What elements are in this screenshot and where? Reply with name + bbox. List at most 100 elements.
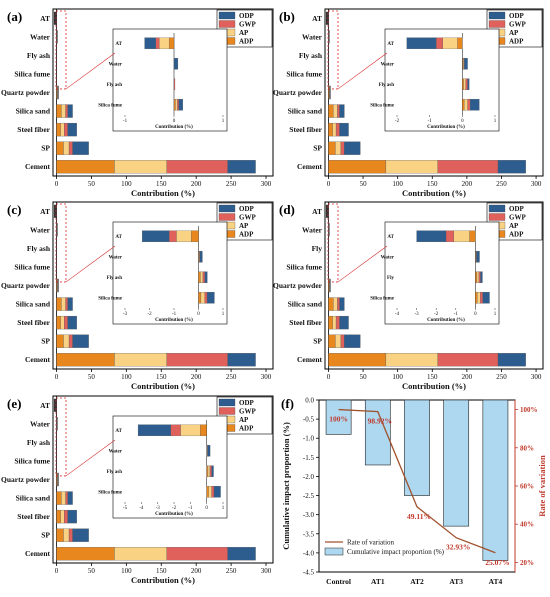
inset-bar-gwp bbox=[155, 37, 160, 50]
x-tick-label: 150 bbox=[427, 180, 438, 188]
inset-x-title: Contribution (%) bbox=[427, 318, 465, 323]
inset-category-label: Silica fume bbox=[98, 490, 123, 495]
legend-label-odp: ODP bbox=[239, 399, 255, 407]
inset-tick-label: -4 bbox=[139, 506, 144, 511]
panel-3-group: AT Water Fly Silica fume Quartz powder Silica… bbox=[273, 201, 544, 391]
x-tick-label: 150 bbox=[156, 567, 167, 575]
panel-f-group: 100% 98.92% 49.11% 32.93% 25.07% 0.0 -0.5 -1.0 -… bbox=[281, 396, 547, 586]
bar-ap-6 bbox=[60, 315, 65, 330]
y2-tick-label: 20% bbox=[520, 559, 534, 567]
bar-at-negative bbox=[53, 398, 57, 412]
bar-odp-5 bbox=[67, 104, 73, 118]
x-tick-label: 50 bbox=[360, 373, 368, 381]
x-tick-label: 150 bbox=[156, 180, 167, 188]
inset-bar-ap bbox=[180, 424, 201, 437]
inset-tick-label: 1 bbox=[222, 506, 225, 511]
inset-tick-label: -3 bbox=[415, 312, 420, 317]
legend-label-adp: ADP bbox=[239, 425, 254, 433]
y2-axis-title: Rate of variation bbox=[537, 455, 547, 517]
bar-odp-6 bbox=[339, 315, 349, 330]
inset-bar-gwp bbox=[445, 230, 454, 243]
x-category-label: AT2 bbox=[410, 577, 424, 586]
bar-adp-8 bbox=[328, 160, 387, 174]
bar-gwp-8 bbox=[166, 353, 228, 367]
rate-data-label: 49.11% bbox=[407, 512, 431, 521]
legend-label-gwp: GWP bbox=[509, 214, 526, 222]
bar-gwp-8 bbox=[437, 353, 499, 367]
bar-ap-8 bbox=[385, 353, 438, 367]
category-label: Water bbox=[30, 419, 51, 428]
inset-category-label: AT bbox=[115, 235, 122, 240]
bar-adp-6 bbox=[328, 315, 333, 330]
y-axis-title: Cumulative impact proportion (%) bbox=[281, 422, 291, 550]
legend-swatch-gwp bbox=[218, 213, 236, 221]
x-axis-title: Contribution (%) bbox=[131, 575, 195, 585]
bar-odp-8 bbox=[227, 547, 256, 561]
bar-ap-5 bbox=[61, 491, 66, 505]
bar-odp-6 bbox=[67, 122, 77, 137]
bar-at-negative bbox=[325, 11, 329, 25]
inset-bar-gwp bbox=[480, 291, 483, 304]
inset-bar-adp bbox=[469, 230, 476, 243]
y-tick-label: 0.0 bbox=[305, 397, 314, 405]
inset-category-label: Silica fume bbox=[98, 103, 123, 108]
inset-tick-label: 0 bbox=[173, 119, 176, 124]
bar-odp-5 bbox=[67, 297, 73, 311]
y-tick-label: -0.5 bbox=[303, 416, 315, 424]
bar-ap-7 bbox=[63, 528, 70, 542]
inset-bar-ap bbox=[476, 271, 480, 284]
bar-odp-7 bbox=[72, 528, 89, 542]
inset-bar-odp bbox=[204, 271, 208, 284]
inset-tick-label: -1 bbox=[454, 312, 459, 317]
x-tick-label: 50 bbox=[88, 180, 96, 188]
category-label: Quartz powder bbox=[273, 281, 323, 290]
x-tick-label: 300 bbox=[261, 373, 272, 381]
bar-odp-5 bbox=[339, 104, 345, 118]
inset-category-label: AT bbox=[115, 429, 122, 434]
bar-gwp-5 bbox=[65, 104, 68, 118]
category-label: SP bbox=[41, 531, 50, 540]
x-tick-label: 150 bbox=[156, 373, 167, 381]
inset-category-label: Silica fume bbox=[98, 296, 123, 301]
y2-tick-label: 40% bbox=[520, 521, 534, 529]
inset-category-label: Water bbox=[381, 62, 395, 67]
bar-ap-7 bbox=[63, 334, 70, 348]
legend-label-adp: ADP bbox=[239, 231, 254, 239]
inset-bar-odp bbox=[470, 98, 480, 111]
zoom-connector bbox=[337, 245, 388, 283]
inset-bar-odp bbox=[482, 291, 490, 304]
x-axis-title: Contribution (%) bbox=[402, 188, 466, 198]
category-label: Water bbox=[302, 225, 323, 234]
inset-bar-odp bbox=[476, 250, 480, 263]
category-label: Silica sand bbox=[16, 494, 51, 503]
x-axis-title: Contribution (%) bbox=[131, 188, 195, 198]
x-tick-label: 50 bbox=[360, 180, 368, 188]
x-tick-label: 250 bbox=[226, 373, 237, 381]
x-tick-label: 200 bbox=[462, 180, 473, 188]
inset-category-label: Fly bbox=[387, 276, 394, 281]
bar-ap-7 bbox=[335, 334, 342, 348]
inset-bar-ap bbox=[207, 465, 211, 478]
legend-label-odp: ODP bbox=[509, 205, 525, 213]
legend-label-gwp: GWP bbox=[239, 214, 256, 222]
bar-ap-6 bbox=[60, 122, 65, 137]
bar-gwp-7 bbox=[68, 528, 73, 542]
plot-frame bbox=[324, 8, 544, 177]
category-label: Fly ash bbox=[299, 51, 323, 60]
inset-bar-ap bbox=[464, 98, 468, 111]
inset-category-label: Silica fume bbox=[370, 103, 395, 108]
zoom-connector bbox=[65, 245, 116, 283]
inset-tick-label: 1 bbox=[222, 119, 225, 124]
inset-bar-ap bbox=[200, 271, 204, 284]
legend-label-ap: AP bbox=[509, 222, 519, 230]
y-tick-label: -4.5 bbox=[303, 569, 315, 577]
category-label: Steel fiber bbox=[289, 318, 322, 327]
inset-bar-odp bbox=[144, 37, 156, 50]
inset-category-label: AT bbox=[115, 42, 122, 47]
legend-swatch-gwp bbox=[218, 407, 236, 415]
bar-ap-6 bbox=[60, 509, 65, 524]
bar-adp-7 bbox=[56, 528, 64, 542]
inset-tick-label: 0 bbox=[205, 506, 208, 511]
bar-gwp-7 bbox=[68, 141, 73, 155]
inset-bar-odp bbox=[178, 98, 183, 111]
